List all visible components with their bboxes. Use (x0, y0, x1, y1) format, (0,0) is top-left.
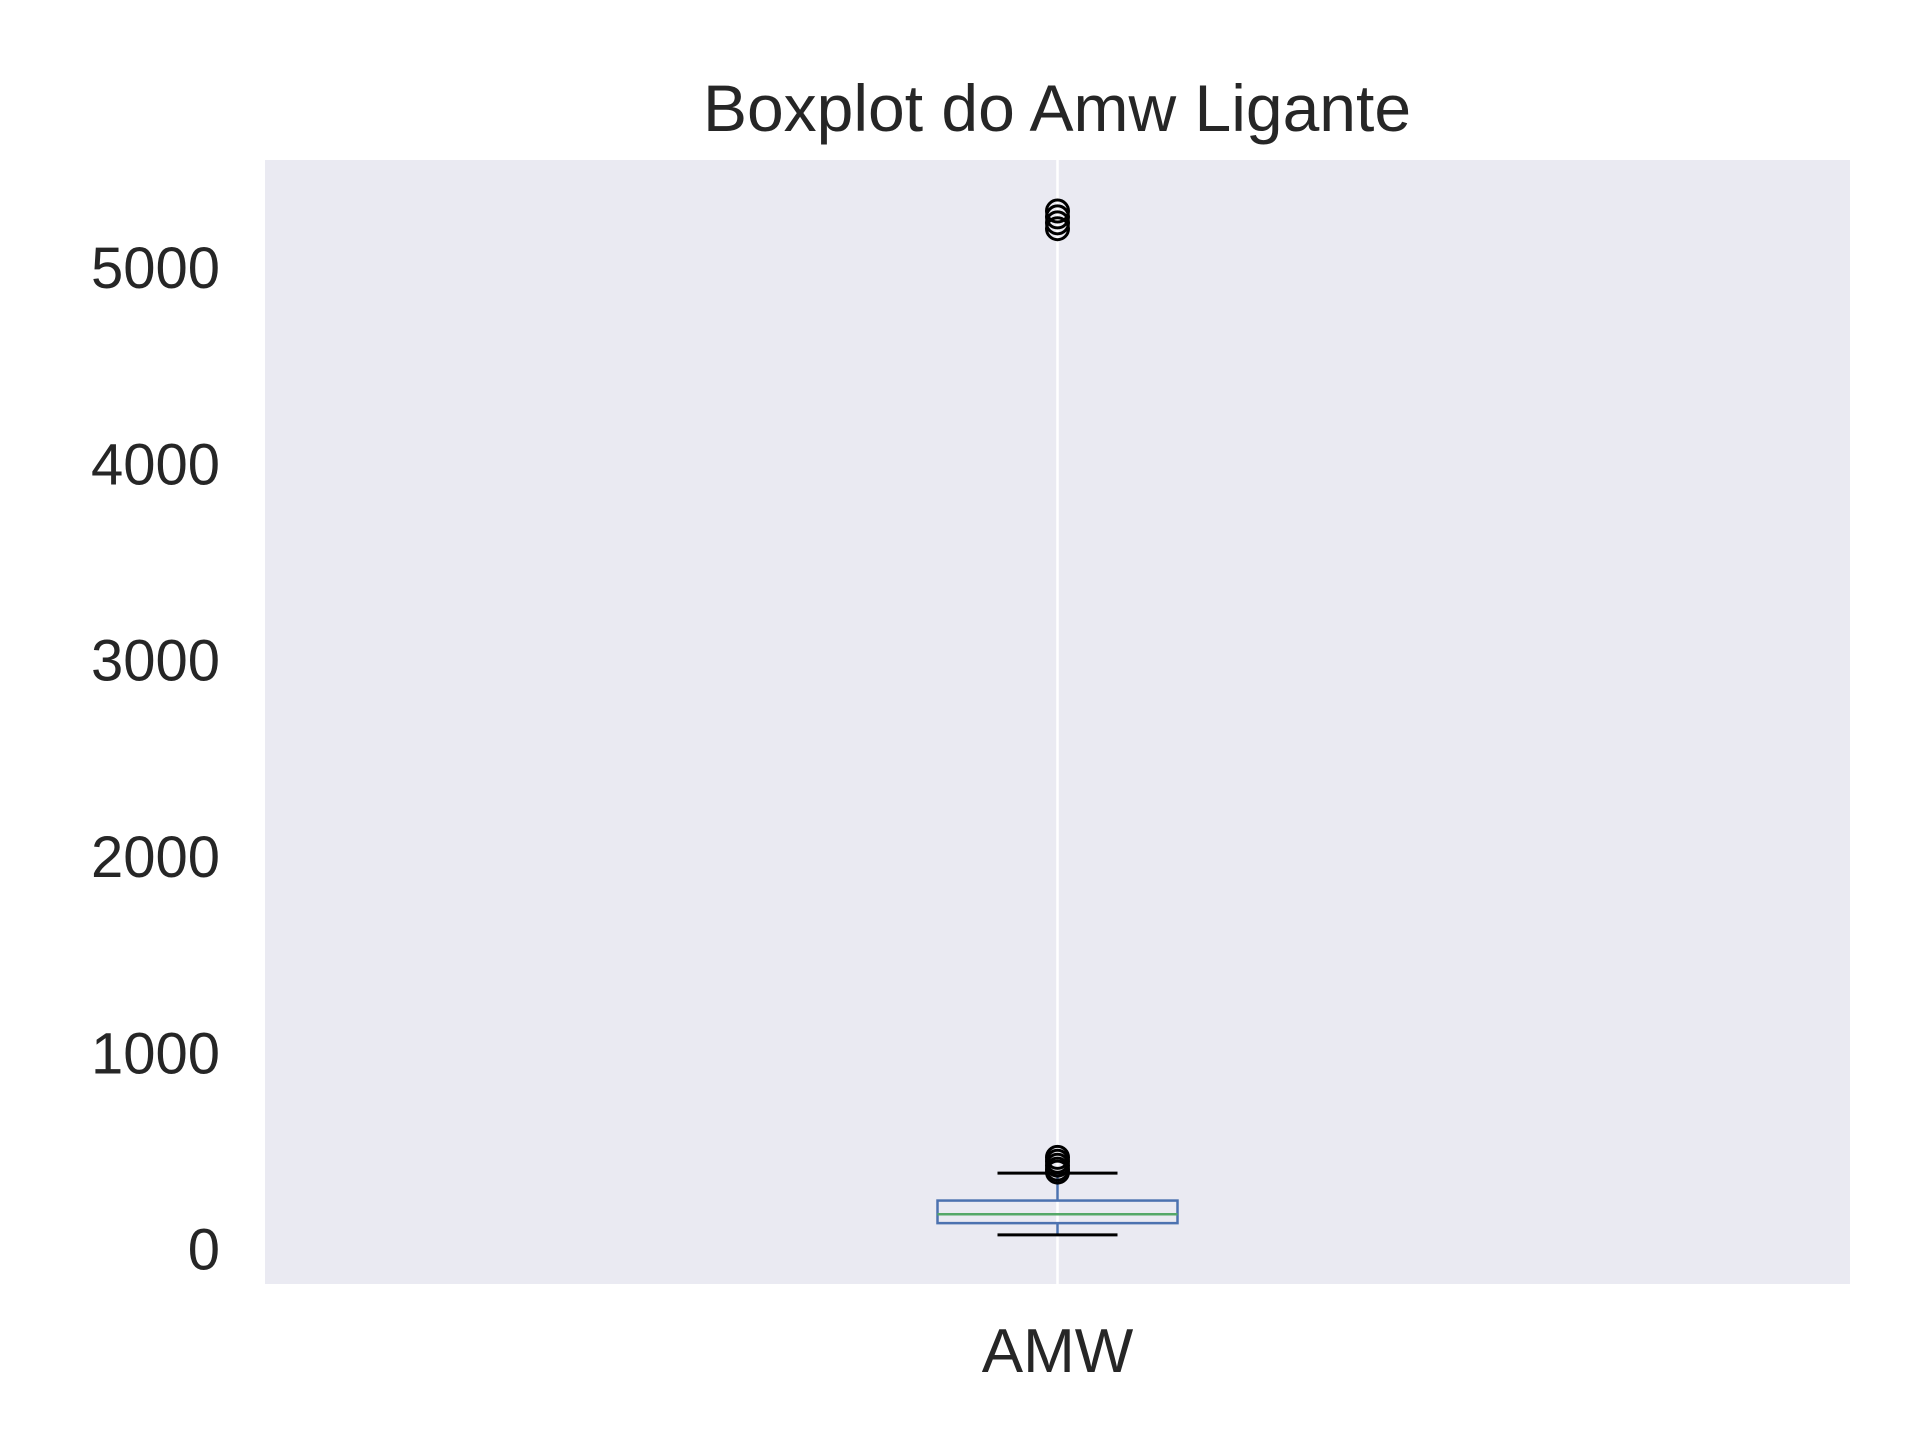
y-tick-label: 4000 (91, 432, 220, 497)
y-tick-label: 5000 (91, 236, 220, 301)
iqr-box (936, 1199, 1179, 1225)
y-tick-label: 3000 (91, 629, 220, 694)
y-tick-label: 0 (188, 1218, 220, 1283)
box-group (936, 198, 1179, 1237)
x-tick-label: AMW (982, 1317, 1134, 1386)
x-tick-labels: AMW (982, 1317, 1134, 1386)
outlier-point (1045, 1144, 1070, 1170)
outlier-point (1045, 198, 1070, 224)
y-tick-labels: 0 1000 2000 3000 4000 5000 (91, 236, 220, 1283)
y-tick-label: 2000 (91, 825, 220, 890)
y-tick-label: 1000 (91, 1021, 220, 1086)
chart-title: Boxplot do Amw Ligante (703, 71, 1411, 145)
